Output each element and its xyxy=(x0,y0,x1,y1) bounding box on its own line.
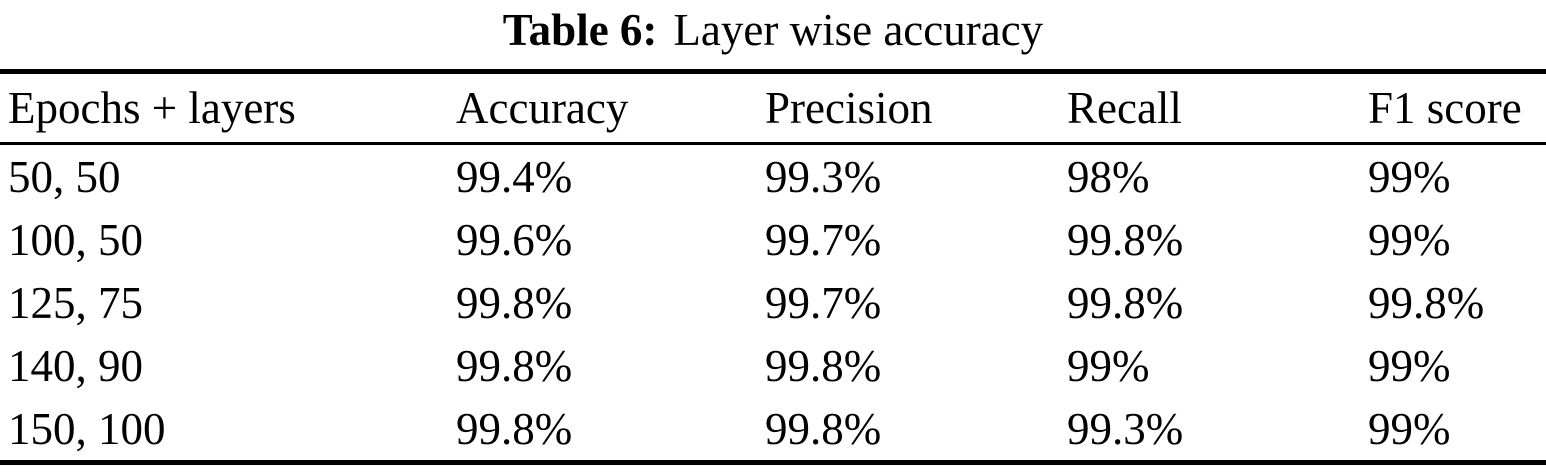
header-precision: Precision xyxy=(765,83,933,133)
header-accuracy: Accuracy xyxy=(456,83,629,133)
table-caption: Table 6: Layer wise accuracy xyxy=(0,0,1546,69)
table-row: 50, 50 99.4% 99.3% 98% 99% xyxy=(0,144,1546,209)
cell-epochs-layers: 125, 75 xyxy=(8,277,143,328)
cell-f1-score: 99% xyxy=(1368,340,1451,391)
cell-epochs-layers: 140, 90 xyxy=(8,340,143,391)
cell-f1-score: 99% xyxy=(1368,403,1451,454)
cell-f1-score: 99% xyxy=(1368,151,1451,202)
cell-epochs-layers: 50, 50 xyxy=(8,151,121,202)
table-caption-text: Layer wise accuracy xyxy=(673,5,1044,55)
cell-precision: 99.8% xyxy=(765,403,882,454)
cell-precision: 99.8% xyxy=(765,340,882,391)
cell-precision: 99.7% xyxy=(765,214,882,265)
layer-wise-accuracy-table: Epochs + layers Accuracy Precision Recal… xyxy=(0,69,1546,465)
cell-recall: 99.8% xyxy=(1067,277,1184,328)
table-row: 140, 90 99.8% 99.8% 99% 99% xyxy=(0,334,1546,397)
header-recall: Recall xyxy=(1067,83,1182,133)
header-row: Epochs + layers Accuracy Precision Recal… xyxy=(0,72,1546,144)
cell-accuracy: 99.8% xyxy=(456,340,573,391)
table-row: 100, 50 99.6% 99.7% 99.8% 99% xyxy=(0,208,1546,271)
cell-precision: 99.7% xyxy=(765,277,882,328)
cell-recall: 99% xyxy=(1067,340,1150,391)
cell-accuracy: 99.6% xyxy=(456,214,573,265)
cell-recall: 98% xyxy=(1067,151,1150,202)
cell-epochs-layers: 150, 100 xyxy=(8,403,166,454)
table-row: 150, 100 99.8% 99.8% 99.3% 99% xyxy=(0,397,1546,463)
cell-recall: 99.8% xyxy=(1067,214,1184,265)
cell-f1-score: 99.8% xyxy=(1368,277,1485,328)
cell-recall: 99.3% xyxy=(1067,403,1184,454)
cell-accuracy: 99.4% xyxy=(456,151,573,202)
cell-precision: 99.3% xyxy=(765,151,882,202)
cell-epochs-layers: 100, 50 xyxy=(8,214,143,265)
header-f1-score: F1 score xyxy=(1368,83,1522,133)
table-caption-label: Table 6: xyxy=(502,5,658,55)
cell-accuracy: 99.8% xyxy=(456,403,573,454)
table-row: 125, 75 99.8% 99.7% 99.8% 99.8% xyxy=(0,271,1546,334)
cell-f1-score: 99% xyxy=(1368,214,1451,265)
header-epochs-layers: Epochs + layers xyxy=(8,83,296,133)
cell-accuracy: 99.8% xyxy=(456,277,573,328)
